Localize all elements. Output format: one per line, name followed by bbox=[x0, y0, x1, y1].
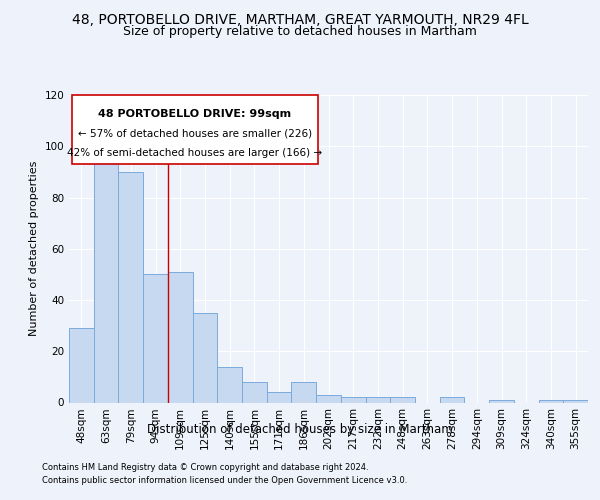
Bar bbox=[69, 328, 94, 402]
Text: ← 57% of detached houses are smaller (226): ← 57% of detached houses are smaller (22… bbox=[78, 128, 312, 138]
Text: Distribution of detached houses by size in Martham: Distribution of detached houses by size … bbox=[147, 422, 453, 436]
Bar bbox=[267, 392, 292, 402]
Bar bbox=[292, 382, 316, 402]
Bar bbox=[118, 172, 143, 402]
Bar bbox=[563, 400, 588, 402]
FancyBboxPatch shape bbox=[71, 95, 318, 164]
Bar bbox=[168, 272, 193, 402]
Bar bbox=[143, 274, 168, 402]
Text: Contains public sector information licensed under the Open Government Licence v3: Contains public sector information licen… bbox=[42, 476, 407, 485]
Bar bbox=[440, 398, 464, 402]
Bar bbox=[94, 162, 118, 402]
Text: 48 PORTOBELLO DRIVE: 99sqm: 48 PORTOBELLO DRIVE: 99sqm bbox=[98, 110, 292, 120]
Bar bbox=[539, 400, 563, 402]
Bar bbox=[390, 398, 415, 402]
Y-axis label: Number of detached properties: Number of detached properties bbox=[29, 161, 39, 336]
Bar bbox=[489, 400, 514, 402]
Bar bbox=[193, 313, 217, 402]
Text: 48, PORTOBELLO DRIVE, MARTHAM, GREAT YARMOUTH, NR29 4FL: 48, PORTOBELLO DRIVE, MARTHAM, GREAT YAR… bbox=[71, 12, 529, 26]
Bar bbox=[365, 398, 390, 402]
Text: Size of property relative to detached houses in Martham: Size of property relative to detached ho… bbox=[123, 25, 477, 38]
Bar bbox=[341, 398, 365, 402]
Bar bbox=[316, 395, 341, 402]
Text: 42% of semi-detached houses are larger (166) →: 42% of semi-detached houses are larger (… bbox=[67, 148, 322, 158]
Bar bbox=[242, 382, 267, 402]
Bar bbox=[217, 366, 242, 402]
Text: Contains HM Land Registry data © Crown copyright and database right 2024.: Contains HM Land Registry data © Crown c… bbox=[42, 462, 368, 471]
